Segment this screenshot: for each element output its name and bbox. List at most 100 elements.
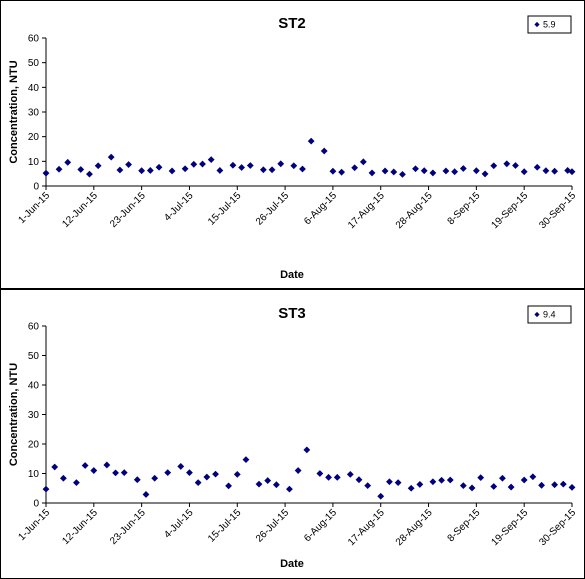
data-point [225, 482, 232, 490]
data-point [77, 166, 85, 173]
x-tick-label: 12-Jun-15 [60, 190, 100, 230]
data-point [94, 162, 102, 170]
data-point [133, 476, 141, 484]
x-tick-label: 19-Sep-15 [490, 507, 531, 548]
data-point [255, 480, 263, 488]
data-point [459, 482, 467, 489]
data-point [520, 476, 528, 484]
data-point [207, 156, 215, 164]
data-point [203, 473, 211, 481]
x-tick-label: 17-Aug-15 [346, 507, 387, 548]
y-tick-label: 10 [28, 469, 40, 480]
x-tick-label: 15-Jul-15 [206, 507, 244, 545]
data-point [477, 474, 485, 482]
data-point [381, 167, 389, 175]
data-point [568, 168, 576, 176]
data-point [542, 167, 550, 175]
data-point [503, 160, 511, 168]
data-point [338, 168, 346, 176]
data-point [351, 164, 359, 172]
x-axis-label: Date [280, 269, 304, 281]
y-tick-label: 0 [33, 499, 39, 510]
data-point [116, 166, 124, 174]
data-point [399, 171, 406, 178]
data-point [412, 165, 419, 173]
data-point [355, 476, 363, 484]
data-point [186, 469, 193, 477]
data-point [472, 167, 480, 175]
data-point [168, 167, 176, 175]
data-point [451, 168, 459, 176]
y-tick-label: 50 [28, 58, 40, 69]
data-point [264, 477, 272, 484]
legend-marker [534, 21, 540, 28]
data-point [268, 166, 276, 174]
data-point [125, 161, 132, 168]
data-point [199, 160, 206, 168]
data-point [212, 470, 219, 478]
y-tick-label: 30 [28, 410, 40, 421]
data-point [138, 167, 146, 175]
x-tick-label: 26-Jul-15 [254, 507, 292, 545]
y-tick-label: 20 [28, 440, 40, 451]
legend-box [527, 15, 572, 34]
data-point [446, 476, 454, 484]
data-point [299, 165, 306, 173]
x-tick-label: 12-Jun-15 [60, 507, 100, 547]
data-point [59, 474, 67, 482]
legend-marker [534, 311, 540, 318]
y-tick-label: 40 [28, 83, 40, 94]
data-point [316, 470, 324, 477]
data-point [538, 481, 545, 489]
x-tick-label: 30-Sep-15 [537, 190, 578, 231]
x-tick-label: 8-Sep-15 [446, 507, 483, 544]
data-point [181, 165, 189, 173]
data-point [73, 479, 80, 487]
x-tick-label: 4-Jul-15 [162, 507, 196, 541]
data-point [346, 470, 354, 478]
legend-label: 5.9 [543, 20, 556, 30]
data-point [390, 168, 398, 176]
data-point [429, 478, 437, 486]
data-point [55, 165, 63, 173]
data-point [238, 164, 246, 171]
data-point [333, 473, 341, 481]
y-tick-label: 40 [28, 381, 40, 392]
data-point [112, 469, 119, 477]
data-point [177, 463, 185, 470]
data-point [42, 169, 50, 177]
data-point [151, 474, 159, 482]
legend-label: 9.4 [543, 310, 556, 320]
x-tick-label: 1-Jun-15 [16, 190, 52, 226]
data-point [386, 478, 393, 486]
legend-box [527, 305, 572, 324]
data-point [51, 463, 59, 471]
x-tick-label: 19-Sep-15 [490, 190, 531, 231]
data-point [364, 482, 372, 489]
data-point [246, 162, 254, 169]
data-point [64, 158, 72, 166]
data-point [164, 469, 172, 477]
data-point [286, 485, 293, 493]
data-point [438, 476, 445, 484]
data-point [233, 470, 241, 478]
data-point [416, 481, 424, 488]
data-point [533, 163, 541, 171]
y-axis-label: Concentration, NTU [8, 60, 20, 163]
data-point [551, 481, 559, 489]
data-point [329, 167, 337, 175]
y-tick-label: 30 [28, 108, 40, 119]
data-point [420, 167, 428, 175]
data-point [294, 467, 302, 474]
data-point [481, 170, 489, 178]
data-point [407, 484, 415, 492]
x-tick-label: 6-Aug-15 [302, 190, 339, 227]
data-point [242, 456, 250, 464]
data-point [277, 160, 285, 168]
x-tick-label: 4-Jul-15 [162, 190, 196, 224]
data-point [146, 167, 154, 174]
data-point [190, 160, 198, 168]
chart-st3: ST3 0 10 20 30 40 50 60 1-Jun-15 12-Jun-15 23-Jun-… [8, 305, 578, 570]
data-point [216, 167, 224, 174]
x-tick-label: 1-Jun-15 [16, 507, 52, 543]
